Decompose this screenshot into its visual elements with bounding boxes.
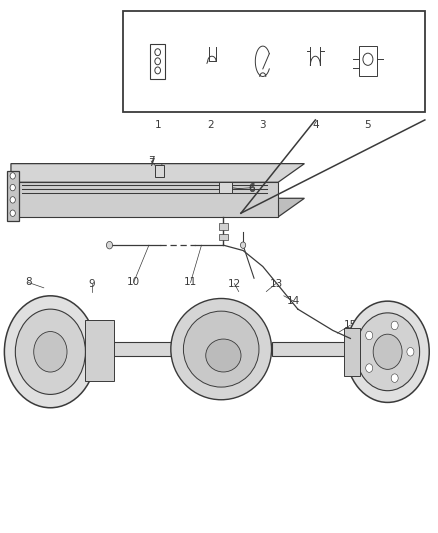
Text: 15: 15 — [344, 320, 357, 330]
Bar — [123, 11, 425, 112]
Text: 14: 14 — [287, 296, 300, 306]
Text: 12: 12 — [228, 279, 241, 288]
Ellipse shape — [206, 339, 241, 372]
Polygon shape — [22, 342, 171, 356]
Circle shape — [356, 313, 420, 391]
Text: 3: 3 — [259, 120, 266, 130]
Bar — [150, 44, 165, 78]
Polygon shape — [272, 342, 394, 356]
Text: 16: 16 — [368, 352, 381, 362]
Circle shape — [391, 374, 398, 382]
Circle shape — [366, 364, 373, 373]
Text: 5: 5 — [364, 120, 371, 130]
Text: 10: 10 — [127, 278, 140, 287]
Circle shape — [407, 348, 414, 356]
Circle shape — [4, 296, 96, 408]
Text: 2: 2 — [207, 120, 214, 130]
Ellipse shape — [171, 298, 272, 400]
Text: 6: 6 — [248, 184, 255, 194]
Circle shape — [240, 242, 246, 248]
Text: 7: 7 — [148, 158, 155, 167]
Polygon shape — [11, 164, 304, 182]
Circle shape — [106, 241, 113, 249]
Circle shape — [10, 197, 15, 203]
Text: 1: 1 — [154, 120, 161, 130]
Text: 4: 4 — [312, 120, 319, 130]
Polygon shape — [344, 328, 360, 376]
Circle shape — [10, 210, 15, 216]
Polygon shape — [7, 171, 19, 221]
Text: 11: 11 — [184, 278, 197, 287]
Polygon shape — [11, 182, 278, 217]
Circle shape — [373, 334, 402, 369]
Circle shape — [34, 332, 67, 372]
Circle shape — [391, 321, 398, 330]
Bar — [359, 46, 377, 76]
Circle shape — [10, 173, 15, 179]
Text: 8: 8 — [25, 278, 32, 287]
Bar — [219, 182, 232, 193]
Bar — [219, 223, 228, 230]
Polygon shape — [11, 198, 304, 217]
Text: 13: 13 — [269, 279, 283, 288]
Polygon shape — [85, 320, 114, 381]
Text: 17: 17 — [385, 362, 399, 372]
Bar — [219, 234, 228, 240]
Text: 7: 7 — [148, 156, 155, 166]
Circle shape — [366, 331, 373, 340]
Text: 6: 6 — [248, 183, 255, 192]
Circle shape — [346, 301, 429, 402]
Text: 9: 9 — [88, 279, 95, 288]
Ellipse shape — [184, 311, 259, 387]
Circle shape — [10, 184, 15, 191]
Circle shape — [15, 309, 85, 394]
Bar — [155, 165, 164, 177]
